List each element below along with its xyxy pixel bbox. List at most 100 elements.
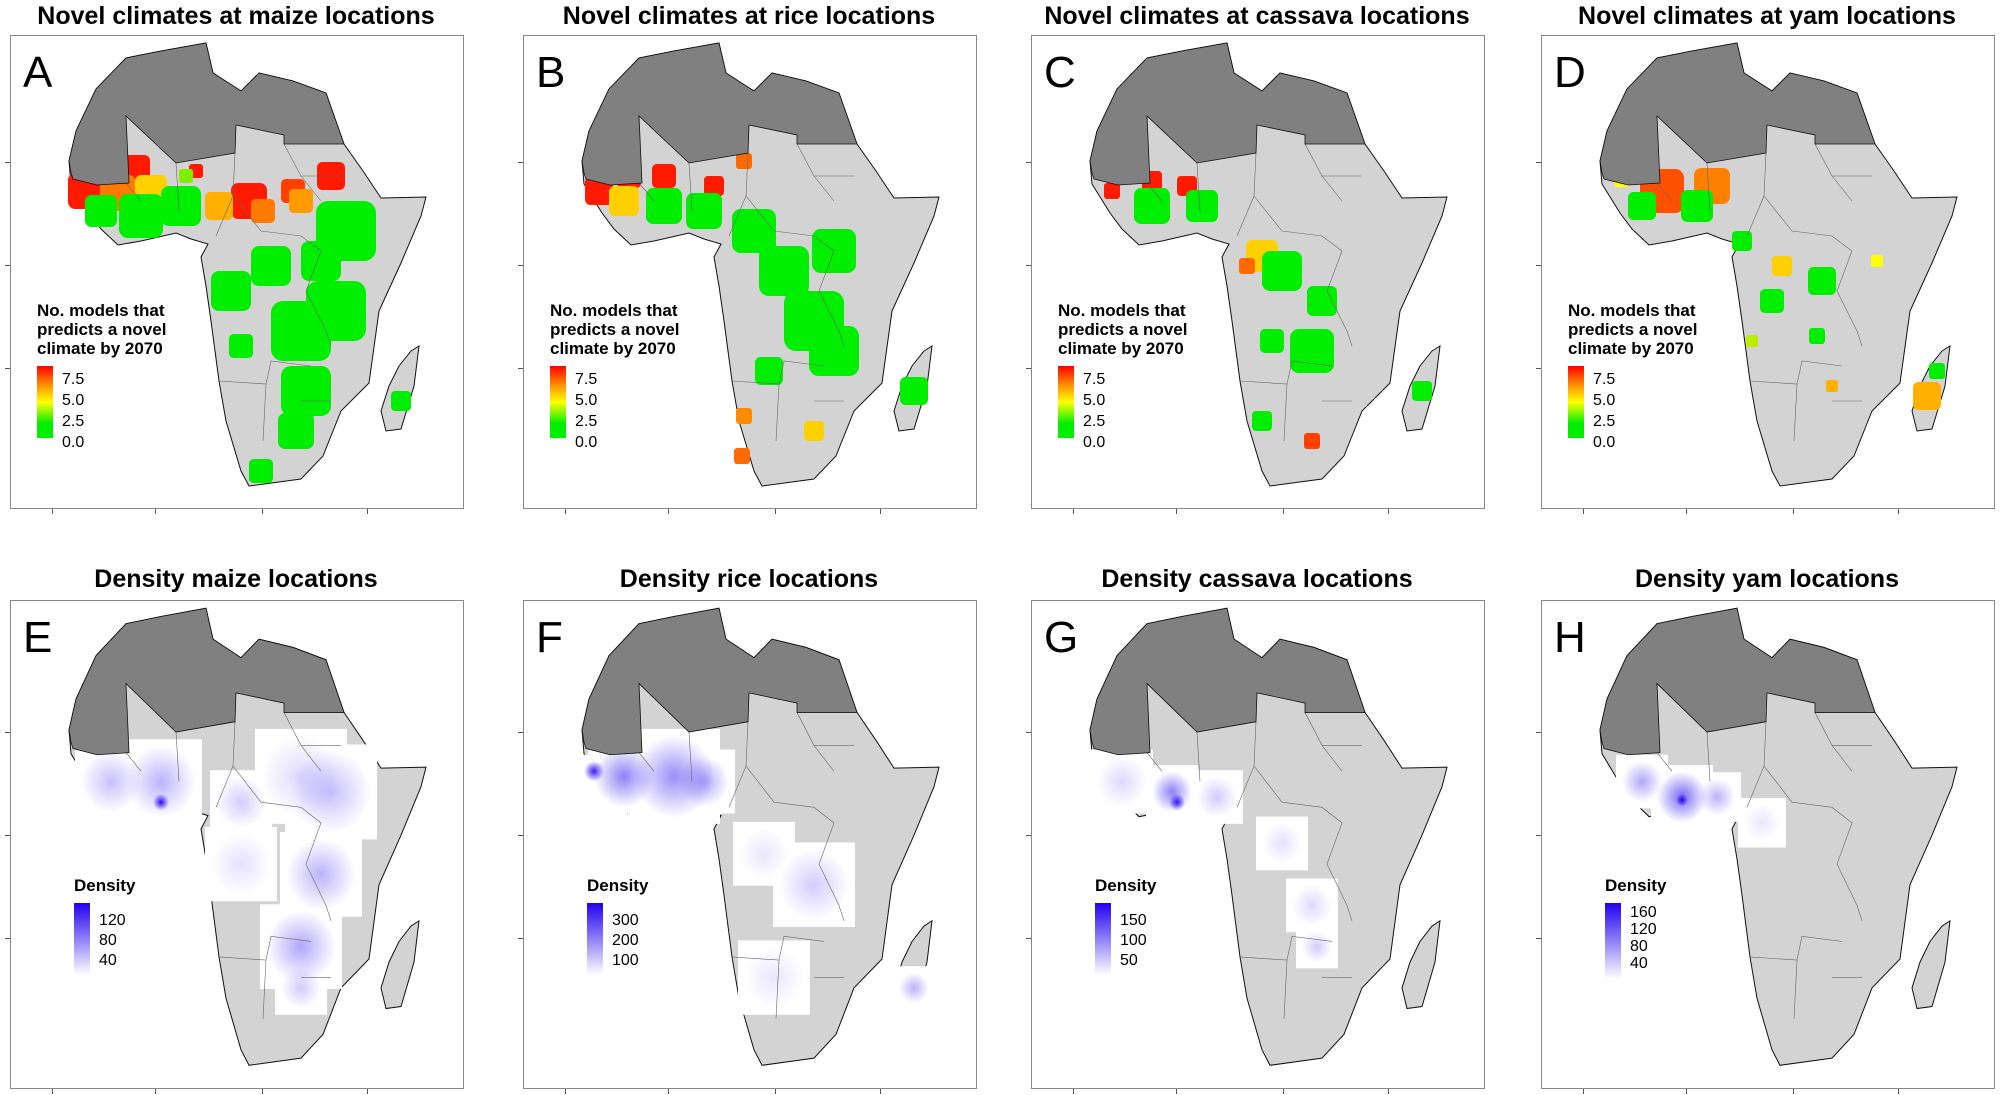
legend-title: No. models that predicts a novel climate…	[1058, 301, 1188, 358]
legend-title: No. models that predicts a novel climate…	[1568, 301, 1698, 358]
density-cell	[211, 833, 271, 896]
novel-climate-cell	[1304, 433, 1320, 449]
axis-tick	[1026, 368, 1031, 369]
legend-label: 100	[1120, 932, 1147, 949]
novel-climate-cell	[646, 188, 682, 224]
legend-label: 160	[1630, 904, 1657, 921]
novel-climate-cell	[1746, 335, 1758, 347]
novel-climate-cell	[1252, 411, 1272, 431]
legend-label: 0.0	[575, 434, 598, 451]
africa-map	[581, 42, 940, 487]
panel-letter: C	[1044, 48, 1076, 97]
novel-climate-cell	[609, 186, 639, 216]
raster-layer	[75, 728, 377, 1015]
panel-title: Novel climates at cassava locations	[1044, 2, 1470, 30]
color-bar	[74, 903, 90, 975]
density-cell	[281, 967, 321, 1009]
novel-climate-cell	[211, 271, 251, 311]
legend: No. models that predicts a novel climate…	[1058, 301, 1188, 451]
novel-climate-cell	[391, 391, 411, 411]
novel-climate-cell	[686, 193, 722, 229]
legend-label: 50	[1120, 952, 1138, 969]
legend-label: 120	[99, 912, 126, 929]
legend-scale: 7.5 5.0 2.5 0.0	[37, 366, 166, 451]
axis-tick	[1536, 732, 1541, 733]
axis-tick	[1583, 1089, 1584, 1094]
axis-tick	[367, 509, 368, 514]
legend-label: 7.5	[1083, 371, 1106, 388]
legend: Density 120 80 40	[74, 876, 135, 975]
novel-climate-cell	[281, 366, 331, 416]
legend-label: 150	[1120, 912, 1147, 929]
axis-tick	[1536, 265, 1541, 266]
novel-climate-cell	[736, 408, 752, 424]
novel-climate-cell	[1871, 255, 1883, 267]
axis-tick	[155, 1089, 156, 1094]
legend-scale: 300 200 100	[587, 903, 648, 975]
panel-title: Density cassava locations	[1101, 565, 1413, 593]
legend: Density 150 100 50	[1095, 876, 1156, 975]
legend-scale: 160 120 80 40	[1605, 903, 1666, 979]
map-frame: G Density 150 100 50	[1031, 600, 1485, 1089]
legend: Density 300 200 100	[587, 876, 648, 975]
map-frame: H Density 160 120 80 40	[1541, 600, 1995, 1089]
axis-tick	[1026, 835, 1031, 836]
density-cell	[779, 848, 849, 921]
legend: No. models that predicts a novel climate…	[550, 301, 679, 451]
axis-tick	[5, 732, 10, 733]
legend-label: 200	[612, 932, 639, 949]
legend-label: 80	[99, 932, 117, 949]
axis-tick	[1898, 509, 1899, 514]
legend-label: 7.5	[575, 371, 598, 388]
density-cell	[1676, 793, 1688, 807]
north-africa-region	[581, 607, 858, 756]
legend-title: Density	[1605, 876, 1667, 895]
legend-scale: 7.5 5.0 2.5 0.0	[1568, 366, 1697, 451]
novel-climate-cell	[249, 459, 273, 483]
axis-tick	[775, 1089, 776, 1094]
raster-layer	[1614, 168, 1945, 410]
map-panel-b: Novel climates at rice locations B No. mod…	[513, 0, 1013, 535]
country-borders	[1656, 712, 1872, 1019]
legend-title: Density	[74, 876, 136, 895]
novel-climate-cell	[1239, 258, 1255, 274]
map-panel-d: Novel climates at yam locations D No. mode…	[1531, 0, 2000, 535]
legend-label: 7.5	[1593, 371, 1616, 388]
legend-label: 2.5	[1083, 413, 1106, 430]
legend-label: 0.0	[1593, 434, 1616, 451]
axis-tick	[518, 368, 523, 369]
density-cell	[126, 745, 196, 818]
axis-tick	[367, 1089, 368, 1094]
novel-climate-cell	[229, 334, 253, 358]
map-panel-f: Density rice locations F Density 300 200 100	[513, 560, 1013, 1095]
novel-climate-cell	[734, 448, 750, 464]
density-cell	[81, 750, 141, 813]
axis-tick	[5, 265, 10, 266]
country-borders	[125, 712, 341, 1019]
legend: Density 160 120 80 40	[1605, 876, 1666, 979]
country-borders	[638, 143, 854, 442]
axis-tick	[5, 938, 10, 939]
novel-climate-cell	[161, 186, 201, 226]
novel-climate-cell	[1290, 329, 1334, 373]
axis-tick	[1536, 835, 1541, 836]
novel-climate-cell	[1772, 256, 1792, 276]
legend-label: 7.5	[62, 371, 85, 388]
legend-label: 2.5	[575, 413, 598, 430]
novel-climate-cell	[289, 189, 313, 213]
density-cell	[744, 946, 804, 1009]
axis-tick	[1898, 1089, 1899, 1094]
africa-map	[1089, 607, 1448, 1066]
panel-title: Density rice locations	[619, 565, 879, 593]
axis-tick	[1026, 938, 1031, 939]
color-bar	[1568, 366, 1584, 438]
novel-climate-cell	[271, 301, 331, 361]
country-borders	[1146, 143, 1362, 442]
axis-tick	[1026, 162, 1031, 163]
axis-tick	[1536, 368, 1541, 369]
africa-map	[1089, 42, 1448, 487]
panel-letter: D	[1554, 48, 1586, 97]
axis-tick	[1686, 509, 1687, 514]
legend-label: 40	[1630, 955, 1648, 972]
legend-scale: 7.5 5.0 2.5 0.0	[1058, 366, 1187, 451]
